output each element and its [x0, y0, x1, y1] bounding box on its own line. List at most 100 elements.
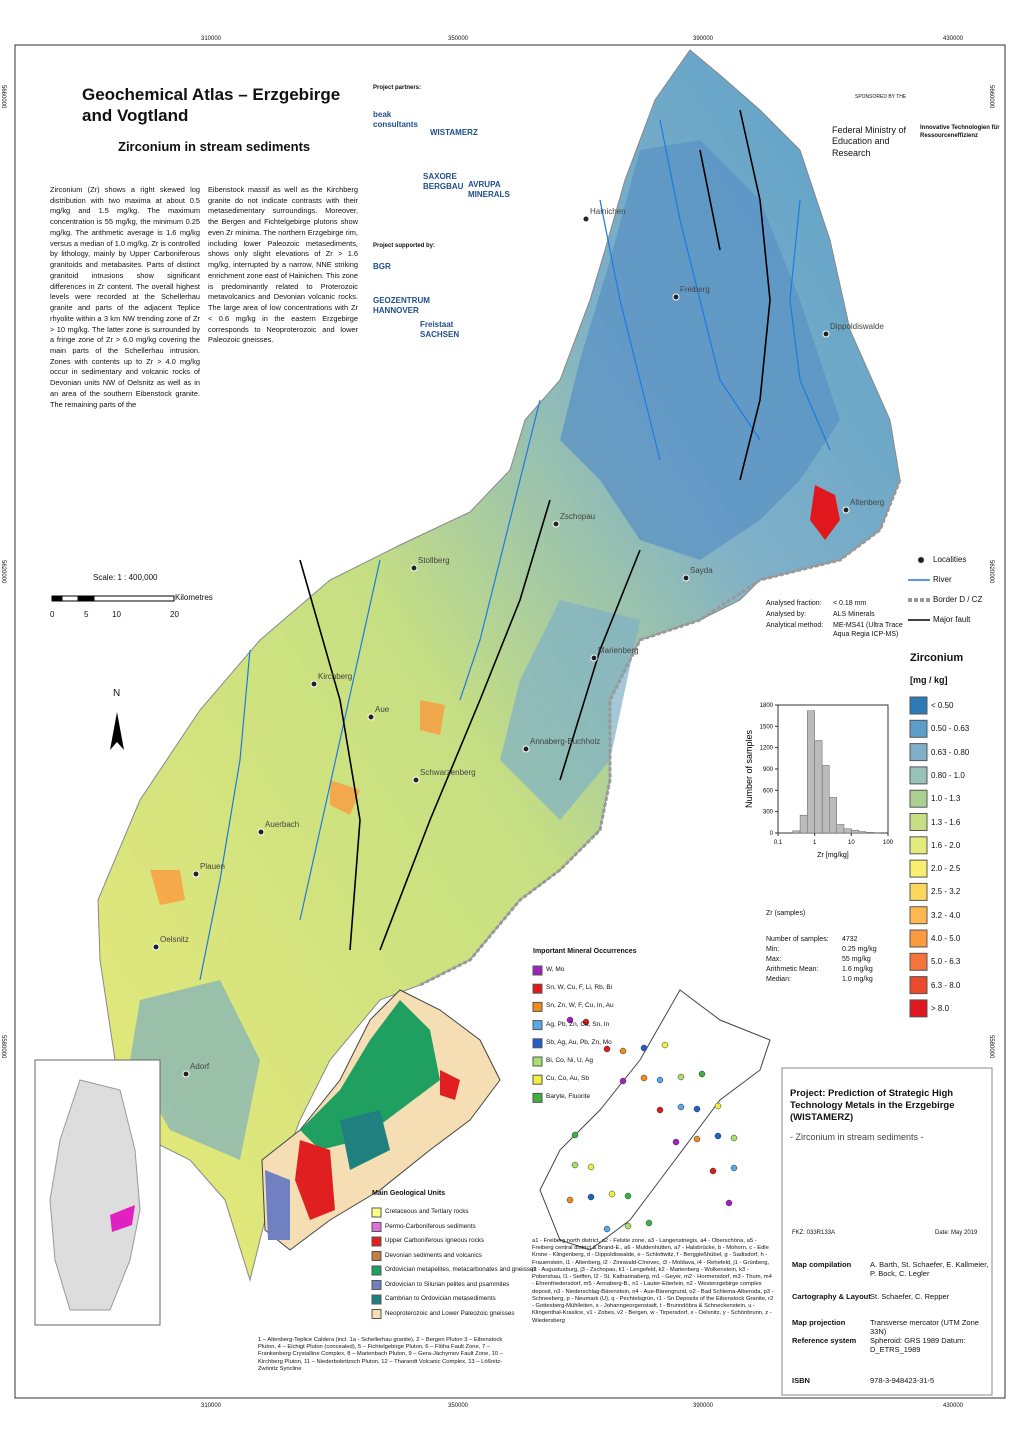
class-label: > 8.0 — [931, 1003, 950, 1013]
deposit — [672, 1138, 680, 1146]
locality-name: Schwarzenberg — [420, 768, 476, 777]
y-tick-label: 1200 — [760, 746, 774, 752]
geology-label: Cambrian to Ordovician metasediments — [385, 1295, 496, 1302]
mineral-swatch — [532, 1020, 543, 1031]
locality-name: Hainichen — [590, 207, 626, 216]
low-zone — [560, 140, 840, 560]
legend-label: River — [933, 575, 952, 584]
rivers — [199, 119, 831, 981]
deposit — [603, 1045, 611, 1053]
y-coordinate: 5580000 — [988, 1035, 994, 1059]
locality-name: Auerbach — [265, 820, 300, 829]
locality — [412, 776, 420, 784]
class-label: 1.6 - 2.0 — [931, 840, 961, 850]
project-key: Map projection — [792, 1318, 846, 1327]
analysis-value: ME-MS41 (Ultra Trace Aqua Regia ICP-MS) — [833, 622, 903, 638]
deposit — [587, 1193, 595, 1201]
project-key: Map compilation — [792, 1260, 852, 1269]
y-tick-label: 0 — [770, 831, 774, 837]
x-coordinate: 310000 — [201, 1403, 222, 1409]
legend-label: Localities — [933, 555, 967, 564]
mineral-swatch — [532, 965, 543, 976]
stats-key: Number of samples: — [766, 936, 829, 943]
histogram-bar — [865, 832, 874, 834]
analysis-value: < 0.18 mm — [833, 600, 867, 607]
x-tick-label: 10 — [848, 840, 855, 846]
class-label: 1.0 - 1.3 — [931, 794, 961, 804]
locality-name: Zschopau — [560, 512, 596, 521]
partner-logo: Freistaat SACHSEN — [420, 320, 460, 339]
stats-value: 4732 — [842, 936, 858, 943]
class-label: 0.80 - 1.0 — [931, 770, 965, 780]
project-frame — [781, 1067, 993, 1396]
locality-name: Dippoldiswalde — [830, 322, 884, 331]
sheet-frame — [14, 44, 1006, 1399]
class-label: 0.50 - 0.63 — [931, 724, 970, 734]
x-tick-label: 100 — [883, 840, 894, 846]
y-coordinate: 5620000 — [988, 560, 994, 584]
scale-tick: 0 — [50, 610, 55, 619]
locality — [152, 943, 160, 951]
class-label: 3.2 - 4.0 — [931, 910, 961, 920]
low-zone — [130, 980, 260, 1160]
deposit — [725, 1199, 733, 1207]
fkz: FKZ: 033R133A — [792, 1230, 836, 1236]
class-swatch — [909, 696, 928, 715]
mineral-label: Ag, Pb, Zn, Cu, Sn, In — [546, 1020, 610, 1028]
x-tick-label: 0.1 — [774, 840, 783, 846]
geology-label: Permo-Carboniferous sediments — [385, 1222, 476, 1230]
locality — [552, 520, 560, 528]
legend-unit: [mg / kg] — [910, 675, 948, 685]
minerals-title: Important Mineral Occurrences — [533, 948, 637, 955]
deposit — [566, 1196, 574, 1204]
deposit — [603, 1225, 611, 1233]
deposit — [709, 1167, 717, 1175]
locality-name: Freiberg — [680, 285, 710, 294]
x-coordinate: 390000 — [693, 36, 714, 42]
locality-name: Kirchberg — [318, 672, 353, 681]
class-label: 0.63 - 0.80 — [931, 747, 970, 757]
scale-tick: 5 — [84, 610, 89, 619]
partner-logo: BGR — [373, 262, 391, 271]
x-coordinate: 430000 — [943, 1403, 964, 1409]
analysis-value: ALS Minerals — [833, 611, 875, 618]
y-coordinate: 5660000 — [988, 85, 994, 109]
mineral-swatch — [532, 1038, 543, 1049]
analysis-key: Analysed fraction: — [766, 600, 822, 607]
deposit — [693, 1135, 701, 1143]
stats-value: 0.25 mg/kg — [842, 946, 877, 953]
class-swatch — [909, 882, 928, 901]
class-swatch — [909, 859, 928, 878]
locality-name: Stollberg — [418, 556, 450, 565]
histogram-bar — [821, 765, 830, 834]
deposit — [730, 1134, 738, 1142]
class-label: 2.5 - 3.2 — [931, 887, 961, 897]
geology-swatch — [371, 1222, 382, 1232]
y-coordinate: 5620000 — [0, 560, 6, 584]
project-area — [110, 1205, 135, 1232]
histogram-bar — [829, 797, 837, 834]
deposit — [571, 1161, 579, 1169]
locality-name: Oelsnitz — [160, 935, 189, 944]
y-coordinate: 5580000 — [0, 1035, 6, 1059]
date: Date: May 2019 — [935, 1230, 978, 1236]
deposit — [582, 1018, 590, 1026]
project-key: Cartography & Layout — [792, 1292, 871, 1301]
geology-unit — [340, 1110, 390, 1170]
geology-label: Upper Carboniferous igneous rocks — [385, 1237, 485, 1244]
deposit — [619, 1077, 627, 1085]
x-coordinate: 430000 — [943, 36, 964, 42]
class-swatch — [909, 999, 928, 1018]
x-tick-label: 1 — [813, 840, 817, 846]
low-zone — [500, 600, 640, 820]
y-tick-label: 600 — [763, 788, 774, 794]
deposit — [714, 1132, 722, 1140]
class-swatch — [909, 976, 928, 995]
class-label: 5.0 - 6.3 — [931, 957, 961, 967]
deposit — [656, 1106, 664, 1114]
project-title: Project: Prediction of Strategic High Te… — [790, 1088, 955, 1123]
x-coordinate: 390000 — [693, 1403, 714, 1409]
histogram-bar — [836, 824, 845, 834]
class-label: 4.0 - 5.0 — [931, 934, 961, 943]
y-tick-label: 900 — [763, 767, 774, 773]
